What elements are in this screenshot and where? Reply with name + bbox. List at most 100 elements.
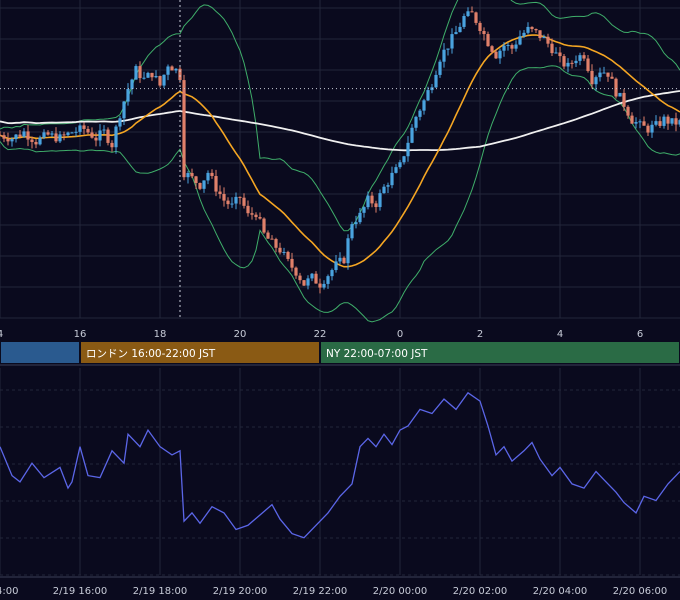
candle-down [298, 275, 302, 281]
candle-up [634, 122, 638, 124]
main-pane-grid [0, 0, 680, 319]
candle-up [42, 132, 46, 138]
candle-down [278, 247, 282, 253]
candle-up [574, 60, 578, 64]
candle-up [638, 121, 642, 123]
candle-down [178, 68, 182, 81]
candle-down [490, 46, 494, 52]
candle-down [194, 176, 198, 183]
candle-up [230, 203, 234, 205]
candle-down [214, 176, 218, 192]
candle-down [94, 137, 98, 141]
candle-down [642, 121, 646, 126]
candle-down [2, 135, 6, 139]
candle-down [470, 11, 474, 13]
candle-down [478, 22, 482, 31]
indicator-pane-grid [0, 364, 680, 578]
candle-up [386, 185, 390, 187]
candle-down [474, 12, 478, 23]
candle-down [82, 125, 86, 129]
candle-up [14, 134, 18, 140]
bottom-axis-tick: 4:00 [0, 586, 18, 597]
candle-down [266, 232, 270, 239]
candle-down [250, 213, 254, 215]
candle-up [154, 76, 158, 78]
candle-down [34, 141, 38, 145]
candle-down [582, 55, 586, 59]
bottom-axis-tick: 2/20 02:00 [453, 586, 507, 597]
candle-up [670, 118, 674, 124]
candle-down [106, 129, 110, 143]
candle-down [222, 194, 226, 201]
candle-up [566, 62, 570, 67]
candle-up [454, 32, 458, 35]
candle-up [618, 92, 622, 97]
moving-average-fast [0, 34, 680, 268]
candle-down [342, 257, 346, 264]
candle-down [290, 258, 294, 268]
candle-down [530, 26, 534, 29]
candle-up [378, 193, 382, 208]
candle-up [98, 130, 102, 141]
candle-up [518, 36, 522, 45]
candle-up [434, 74, 438, 88]
session-label: NY 22:00-07:00 JST [326, 348, 428, 360]
session-bar: ロンドン 16:00-22:00 JST NY 22:00-07:00 JST [1, 342, 679, 363]
candle-up [50, 133, 54, 135]
candle-up [78, 125, 82, 132]
candle-down [286, 251, 290, 259]
top-axis-tick: 4 [0, 329, 3, 340]
bottom-axis-tick: 2/20 06:00 [613, 586, 667, 597]
candle-up [358, 212, 362, 223]
candle-up [422, 100, 426, 111]
candle-down [226, 200, 230, 205]
candle-down [46, 132, 50, 135]
indicator-path [0, 391, 680, 539]
candle-down [86, 128, 90, 133]
candle-down [318, 283, 322, 288]
candle-up [398, 162, 402, 168]
candle-up [414, 116, 418, 128]
candle-up [526, 26, 530, 33]
candle-up [130, 79, 134, 90]
candle-down [30, 139, 34, 142]
candle-up [166, 66, 170, 75]
candle-down [158, 76, 162, 86]
candle-up [10, 139, 14, 142]
candle-up [498, 50, 502, 59]
top-axis-tick: 20 [234, 329, 247, 340]
candle-up [74, 131, 78, 133]
candle-down [138, 66, 142, 79]
candle-up [306, 278, 310, 286]
top-axis-tick: 16 [74, 329, 87, 340]
indicator-line [0, 391, 680, 539]
candle-up [446, 48, 450, 50]
candlesticks [0, 6, 680, 294]
candle-up [438, 61, 442, 75]
candle-down [110, 142, 114, 148]
candle-up [354, 222, 358, 225]
bollinger-upper [0, 0, 680, 232]
markers [0, 0, 680, 318]
candle-up [466, 11, 470, 17]
bottom-axis-tick: 2/19 20:00 [213, 586, 267, 597]
candle-up [70, 132, 74, 134]
session-block [321, 342, 679, 363]
candle-down [538, 30, 542, 39]
candle-up [554, 52, 558, 54]
candle-up [650, 124, 654, 133]
candle-up [202, 180, 206, 189]
candle-up [350, 224, 354, 239]
candle-down [302, 280, 306, 286]
candle-down [494, 51, 498, 59]
candle-down [26, 131, 30, 140]
candle-down [622, 92, 626, 107]
candle-up [458, 26, 462, 33]
candle-up [406, 142, 410, 157]
candle-up [146, 72, 150, 78]
top-axis-tick: 0 [397, 329, 403, 340]
candle-up [102, 129, 106, 131]
candle-down [242, 197, 246, 206]
